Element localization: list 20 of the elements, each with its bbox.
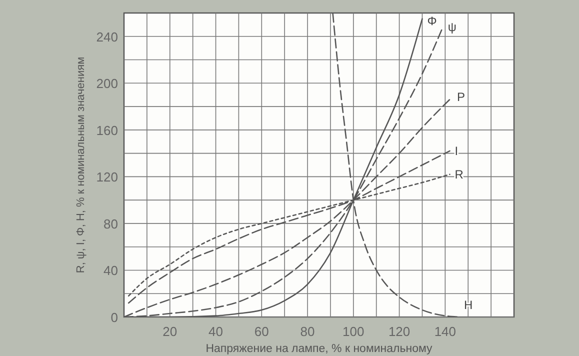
y-tick-label: 40 [104, 263, 118, 278]
y-tick-label: 160 [96, 122, 118, 138]
y-tick-label: 200 [96, 76, 118, 92]
series-label: P [457, 90, 466, 104]
y-axis-title: R, ψ, I, Φ, H, % к номинальным значениям [75, 56, 87, 274]
x-tick-label: 40 [208, 324, 223, 339]
y-tick-label: 240 [96, 29, 118, 44]
x-tick-label: 60 [254, 324, 269, 339]
series-label: Φ [427, 14, 437, 28]
x-tick-label: 80 [300, 324, 315, 339]
y-tick-label: 80 [104, 216, 118, 232]
x-tick-label: 100 [342, 324, 364, 339]
x-tick-label: 20 [162, 324, 178, 339]
y-tick-label: 120 [96, 170, 118, 185]
x-tick-label: 120 [388, 324, 410, 339]
series-label: I [454, 144, 458, 158]
x-axis-title: Напряжение на лампе, % к номинальному [206, 343, 433, 355]
x-tick-label: 140 [434, 324, 456, 339]
series-label: ψ [448, 20, 456, 34]
y-tick-label: 0 [110, 310, 118, 325]
